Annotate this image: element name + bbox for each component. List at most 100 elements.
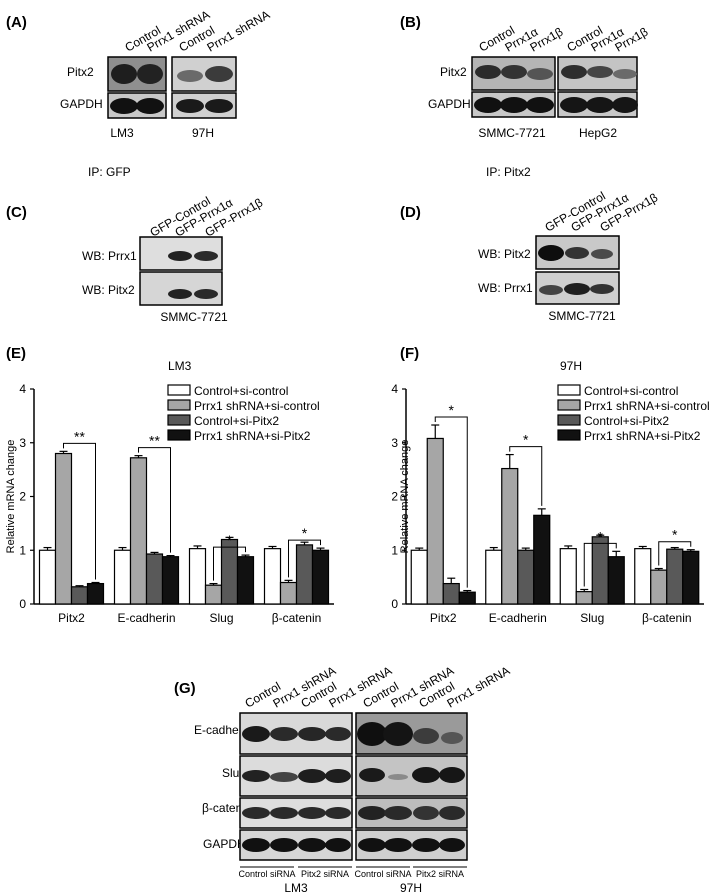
bar [145, 553, 164, 605]
western-blot-image [139, 236, 223, 306]
row-label: WB: Prrx1 [478, 281, 533, 295]
bar [311, 549, 330, 605]
legend-swatch [557, 384, 581, 396]
bar [113, 549, 132, 605]
ip-label: IP: Pitx2 [486, 165, 531, 179]
x-tick-label: β-catenin [642, 611, 692, 625]
lane-label: Prrx1β [613, 25, 651, 55]
y-tick-label: 2 [19, 490, 26, 504]
significance-mark: * [302, 525, 308, 541]
panel-g-label: (G) [174, 680, 196, 697]
x-tick-label: β-catenin [272, 611, 322, 625]
lane-label: GFP-Prrx1α [569, 190, 632, 234]
lane-label: Control [361, 679, 402, 710]
row-label: WB: Pitx2 [478, 247, 531, 261]
bar [410, 549, 428, 605]
y-tick-label: 3 [391, 436, 398, 450]
significance-bracket [583, 542, 617, 587]
bar [485, 549, 503, 605]
bar [650, 569, 668, 605]
lane-label: Prrx1 shRNA [445, 663, 513, 710]
significance-mark: * [523, 432, 529, 448]
bar [442, 582, 460, 605]
lane-label: Prrx1 shRNA [145, 7, 213, 54]
group-label: 97H [400, 881, 422, 895]
chart-title: 97H [560, 359, 582, 373]
bar [38, 549, 57, 605]
y-tick-label: 3 [19, 436, 26, 450]
bar [533, 514, 551, 605]
lane-label: Prrx1 shRNA [205, 7, 273, 54]
bar [204, 584, 223, 605]
y-tick-label: 1 [19, 543, 26, 557]
row-label: WB: Pitx2 [82, 283, 135, 297]
significance-bracket [138, 447, 171, 553]
row-label: GAPDH [203, 837, 246, 851]
lane-label: Prrx1 shRNA [271, 663, 339, 710]
sirna-label: Pitx2 siRNA [301, 869, 349, 879]
lane-label: Control [565, 23, 606, 54]
x-tick-label: E-cadherin [489, 611, 547, 625]
bar [682, 550, 700, 605]
x-tick-label: E-cadherin [117, 611, 175, 625]
group-label: SMMC-7721 [478, 126, 546, 140]
cell-line-label: SMMC-7721 [160, 310, 228, 324]
legend-swatch [167, 384, 191, 396]
ip-label: IP: GFP [88, 165, 131, 179]
western-blot-image [471, 56, 638, 118]
lane-label: Control [123, 23, 164, 54]
significance-bracket [434, 416, 468, 588]
row-label: GAPDH [428, 97, 471, 111]
bar [54, 452, 73, 605]
significance-bracket [63, 442, 96, 580]
bar [426, 437, 444, 605]
bar [86, 582, 105, 605]
legend-entry: Prrx1 shRNA+si-Pitx2 [584, 429, 701, 443]
y-tick-label: 4 [19, 382, 26, 396]
row-label: GAPDH [60, 97, 103, 111]
y-tick-label: 4 [391, 382, 398, 396]
legend-swatch [557, 429, 581, 441]
lane-label: GFP-Prrx1α [173, 195, 236, 239]
lane-label: Control [299, 679, 340, 710]
y-tick-label: 0 [19, 597, 26, 611]
x-tick-label: Pitx2 [58, 611, 85, 625]
group-label: LM3 [110, 126, 134, 140]
bar [220, 538, 239, 605]
legend-entry: Prrx1 shRNA+si-control [194, 399, 320, 413]
bar [559, 548, 577, 605]
group-label: 97H [192, 126, 214, 140]
cell-line-label: SMMC-7721 [548, 309, 616, 323]
bar [263, 548, 282, 605]
panel-c-label: (C) [6, 204, 27, 221]
row-label: E-cadherin [194, 723, 252, 737]
group-label: LM3 [284, 881, 308, 895]
y-axis-label: Relative mRNA change [5, 440, 17, 554]
legend-entry: Control+si-Pitx2 [194, 414, 279, 428]
western-blot-image [239, 712, 468, 861]
row-label: Pitx2 [440, 65, 467, 79]
bar [591, 536, 609, 605]
panel-b-label: (B) [400, 14, 421, 31]
legend-entry: Prrx1 shRNA+si-Pitx2 [194, 429, 311, 443]
panel-a-label: (A) [6, 14, 27, 31]
bar [517, 549, 535, 605]
row-label: Pitx2 [67, 65, 94, 79]
lane-label: Prrx1 shRNA [389, 663, 457, 710]
panel-d-label: (D) [400, 204, 421, 221]
lane-label: GFP-Control [148, 194, 213, 240]
bar [607, 556, 625, 605]
lane-label: Prrx1α [503, 25, 541, 55]
western-blot-image [107, 56, 237, 119]
bar [188, 548, 207, 605]
legend-entry: Prrx1 shRNA+si-control [584, 399, 709, 413]
sirna-label: Control siRNA [238, 869, 295, 879]
bar [279, 581, 298, 605]
x-tick-label: Pitx2 [430, 611, 457, 625]
lane-label: GFP-Prrx1β [203, 195, 266, 239]
